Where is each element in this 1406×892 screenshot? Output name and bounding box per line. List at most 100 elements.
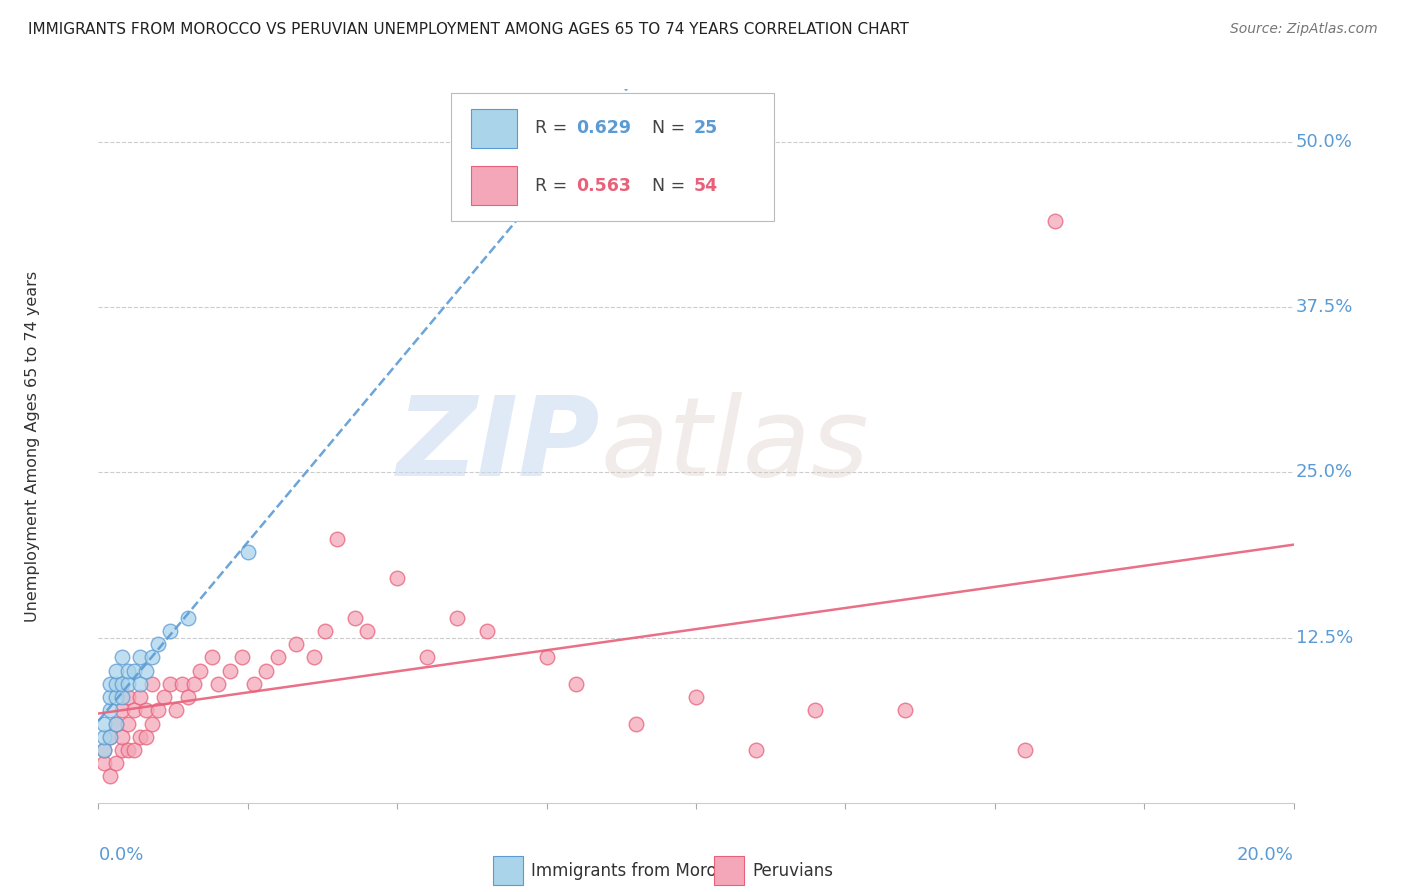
Text: 0.563: 0.563 bbox=[576, 177, 631, 194]
Point bbox=[446, 611, 468, 625]
Point bbox=[124, 743, 146, 757]
Point bbox=[135, 730, 157, 744]
Point bbox=[153, 690, 176, 704]
Point bbox=[565, 677, 588, 691]
Point bbox=[117, 677, 139, 691]
Point bbox=[111, 677, 134, 691]
Text: 25: 25 bbox=[693, 120, 718, 137]
Point bbox=[105, 716, 128, 731]
Text: IMMIGRANTS FROM MOROCCO VS PERUVIAN UNEMPLOYMENT AMONG AGES 65 TO 74 YEARS CORRE: IMMIGRANTS FROM MOROCCO VS PERUVIAN UNEM… bbox=[28, 22, 910, 37]
Point bbox=[1014, 743, 1036, 757]
Point bbox=[117, 716, 139, 731]
Point bbox=[93, 716, 115, 731]
Point bbox=[129, 690, 152, 704]
Text: 37.5%: 37.5% bbox=[1296, 298, 1354, 317]
Point bbox=[111, 743, 134, 757]
Bar bbox=[471, 109, 517, 148]
Point bbox=[105, 690, 128, 704]
Text: ZIP: ZIP bbox=[396, 392, 600, 500]
Point bbox=[117, 690, 139, 704]
Point bbox=[98, 677, 122, 691]
Text: atlas: atlas bbox=[600, 392, 869, 500]
Point bbox=[148, 703, 170, 717]
Text: N =: N = bbox=[652, 177, 690, 194]
Point bbox=[129, 650, 152, 665]
Point bbox=[98, 703, 122, 717]
Point bbox=[111, 730, 134, 744]
Text: Unemployment Among Ages 65 to 74 years: Unemployment Among Ages 65 to 74 years bbox=[25, 270, 41, 622]
Point bbox=[165, 703, 187, 717]
Point bbox=[254, 664, 277, 678]
Point bbox=[135, 664, 157, 678]
Text: 0.0%: 0.0% bbox=[98, 846, 143, 863]
Point bbox=[98, 730, 122, 744]
Point bbox=[172, 677, 194, 691]
Text: Source: ZipAtlas.com: Source: ZipAtlas.com bbox=[1230, 22, 1378, 37]
Point bbox=[129, 730, 152, 744]
Point bbox=[124, 703, 146, 717]
Point bbox=[141, 716, 163, 731]
Point bbox=[624, 716, 647, 731]
Point bbox=[385, 571, 409, 585]
Text: 20.0%: 20.0% bbox=[1237, 846, 1294, 863]
Point bbox=[135, 703, 157, 717]
Point bbox=[1043, 214, 1066, 228]
Point bbox=[475, 624, 498, 638]
Point bbox=[284, 637, 307, 651]
Point bbox=[416, 650, 439, 665]
Point bbox=[344, 611, 367, 625]
Point bbox=[93, 743, 115, 757]
Point bbox=[302, 650, 325, 665]
Point bbox=[315, 624, 337, 638]
Point bbox=[141, 677, 163, 691]
Point bbox=[326, 532, 349, 546]
Point bbox=[111, 650, 134, 665]
Point bbox=[141, 650, 163, 665]
Point bbox=[159, 677, 181, 691]
Point bbox=[105, 677, 128, 691]
FancyBboxPatch shape bbox=[451, 93, 773, 221]
Point bbox=[745, 743, 768, 757]
Point bbox=[177, 690, 200, 704]
Point bbox=[98, 769, 122, 783]
Point bbox=[159, 624, 181, 638]
Point bbox=[356, 624, 378, 638]
Point bbox=[111, 690, 134, 704]
Bar bbox=[471, 166, 517, 205]
Text: R =: R = bbox=[534, 177, 572, 194]
Point bbox=[148, 637, 170, 651]
Point bbox=[93, 730, 115, 744]
Point bbox=[201, 650, 224, 665]
Point bbox=[105, 716, 128, 731]
Point bbox=[93, 743, 115, 757]
Point bbox=[124, 664, 146, 678]
Point bbox=[536, 650, 558, 665]
Text: R =: R = bbox=[534, 120, 572, 137]
Text: 25.0%: 25.0% bbox=[1296, 464, 1353, 482]
Point bbox=[267, 650, 290, 665]
Text: Immigrants from Morocco: Immigrants from Morocco bbox=[531, 862, 745, 880]
Point bbox=[219, 664, 242, 678]
Bar bbox=[494, 856, 523, 885]
Text: 54: 54 bbox=[693, 177, 717, 194]
Point bbox=[188, 664, 211, 678]
Text: Peruvians: Peruvians bbox=[752, 862, 834, 880]
Point bbox=[117, 664, 139, 678]
Point bbox=[98, 690, 122, 704]
Point bbox=[105, 756, 128, 771]
Point bbox=[117, 743, 139, 757]
Point bbox=[98, 730, 122, 744]
Point bbox=[129, 677, 152, 691]
Text: 0.629: 0.629 bbox=[576, 120, 631, 137]
Point bbox=[93, 756, 115, 771]
Point bbox=[894, 703, 917, 717]
Point bbox=[111, 703, 134, 717]
Point bbox=[105, 664, 128, 678]
Text: 50.0%: 50.0% bbox=[1296, 133, 1353, 151]
Point bbox=[207, 677, 229, 691]
Text: 12.5%: 12.5% bbox=[1296, 629, 1353, 647]
Point bbox=[231, 650, 253, 665]
Point bbox=[236, 545, 259, 559]
Point bbox=[685, 690, 707, 704]
Point bbox=[243, 677, 266, 691]
